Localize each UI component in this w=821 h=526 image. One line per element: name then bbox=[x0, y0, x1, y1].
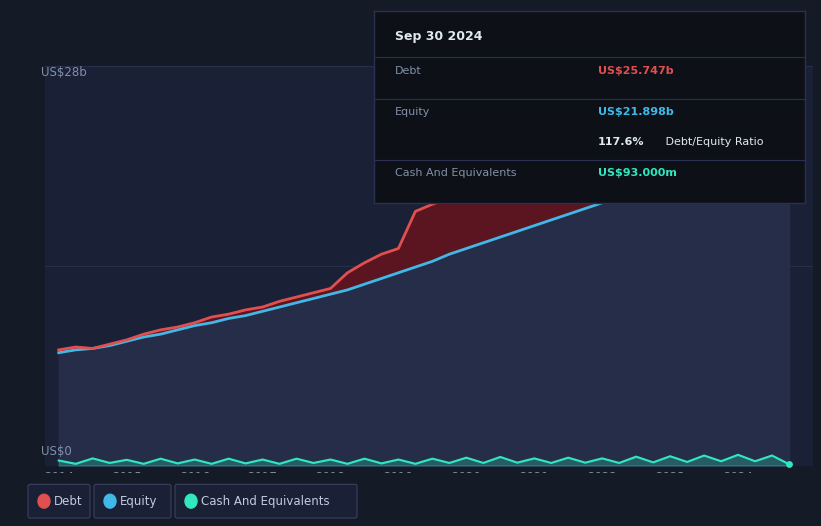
FancyBboxPatch shape bbox=[175, 484, 357, 518]
Ellipse shape bbox=[185, 494, 197, 508]
Text: Equity: Equity bbox=[395, 106, 430, 117]
Text: Debt: Debt bbox=[395, 66, 422, 76]
Text: US$93.000m: US$93.000m bbox=[598, 168, 677, 178]
Text: Cash And Equivalents: Cash And Equivalents bbox=[395, 168, 516, 178]
Text: US$0: US$0 bbox=[41, 444, 72, 458]
Text: Sep 30 2024: Sep 30 2024 bbox=[395, 29, 483, 43]
Text: Equity: Equity bbox=[120, 494, 158, 508]
FancyBboxPatch shape bbox=[28, 484, 90, 518]
Point bbox=[782, 94, 796, 102]
Text: US$28b: US$28b bbox=[41, 66, 87, 79]
Text: Debt: Debt bbox=[54, 494, 83, 508]
Text: Cash And Equivalents: Cash And Equivalents bbox=[201, 494, 329, 508]
Text: 117.6%: 117.6% bbox=[598, 137, 644, 147]
Text: Debt/Equity Ratio: Debt/Equity Ratio bbox=[663, 137, 764, 147]
Ellipse shape bbox=[104, 494, 116, 508]
Point bbox=[782, 460, 796, 468]
Ellipse shape bbox=[38, 494, 50, 508]
Text: US$25.747b: US$25.747b bbox=[598, 66, 673, 76]
Point bbox=[782, 149, 796, 157]
FancyBboxPatch shape bbox=[94, 484, 171, 518]
Text: US$21.898b: US$21.898b bbox=[598, 106, 673, 117]
